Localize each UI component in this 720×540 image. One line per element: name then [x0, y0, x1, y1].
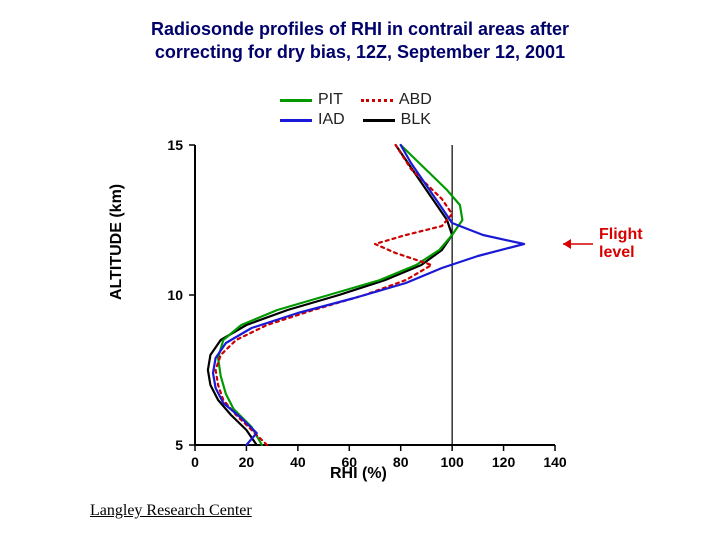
- svg-text:60: 60: [341, 454, 357, 470]
- legend-label: BLK: [401, 111, 431, 129]
- legend-swatch: [363, 119, 395, 122]
- title-line-2: correcting for dry bias, 12Z, September …: [155, 42, 565, 62]
- legend-swatch: [361, 99, 393, 102]
- footer-text: Langley Research Center: [90, 502, 252, 520]
- legend-item-pit: PIT: [280, 91, 343, 109]
- legend-item-blk: BLK: [363, 111, 431, 129]
- svg-text:80: 80: [393, 454, 409, 470]
- legend-label: ABD: [399, 91, 432, 109]
- svg-text:10: 10: [167, 287, 183, 303]
- legend-item-iad: IAD: [280, 111, 345, 129]
- chart-title: Radiosonde profiles of RHI in contrail a…: [0, 18, 720, 63]
- legend-swatch: [280, 119, 312, 122]
- chart-plot-area: 02040608010012014051015: [150, 140, 570, 460]
- svg-text:20: 20: [239, 454, 255, 470]
- line-chart-svg: 0 20 40 60 80 100 120 140 5 10 15: [150, 140, 620, 475]
- svg-text:0: 0: [191, 454, 199, 470]
- legend-label: PIT: [318, 91, 343, 109]
- svg-text:140: 140: [543, 454, 567, 470]
- svg-text:15: 15: [167, 137, 183, 153]
- svg-text:40: 40: [290, 454, 306, 470]
- legend-swatch: [280, 99, 312, 102]
- svg-text:100: 100: [440, 454, 464, 470]
- legend-item-abd: ABD: [361, 91, 432, 109]
- title-line-1: Radiosonde profiles of RHI in contrail a…: [151, 19, 569, 39]
- legend: PIT ABD IAD BLK: [280, 90, 450, 130]
- y-axis-label: ALTITUDE (km): [108, 184, 126, 300]
- flight-level-label: Flightlevel: [599, 226, 643, 261]
- legend-label: IAD: [318, 111, 345, 129]
- svg-text:5: 5: [175, 437, 183, 453]
- svg-text:120: 120: [492, 454, 516, 470]
